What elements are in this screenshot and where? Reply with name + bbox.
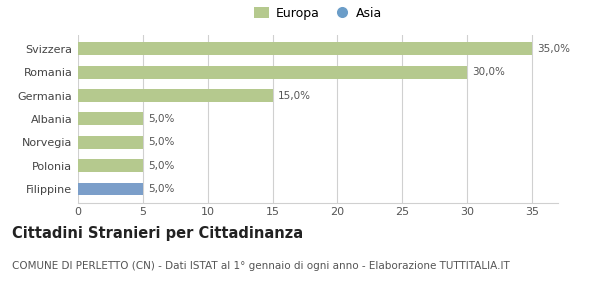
Bar — [78, 159, 143, 172]
Bar — [78, 66, 467, 79]
Bar — [78, 89, 272, 102]
Text: COMUNE DI PERLETTO (CN) - Dati ISTAT al 1° gennaio di ogni anno - Elaborazione T: COMUNE DI PERLETTO (CN) - Dati ISTAT al … — [12, 261, 510, 271]
Text: 5,0%: 5,0% — [148, 161, 175, 171]
Legend: Europa, Asia: Europa, Asia — [249, 2, 387, 25]
Text: 15,0%: 15,0% — [278, 90, 311, 101]
Text: 35,0%: 35,0% — [537, 44, 570, 54]
Text: 5,0%: 5,0% — [148, 114, 175, 124]
Text: 30,0%: 30,0% — [472, 67, 505, 77]
Text: 5,0%: 5,0% — [148, 137, 175, 147]
Text: 5,0%: 5,0% — [148, 184, 175, 194]
Bar — [78, 42, 532, 55]
Bar — [78, 183, 143, 195]
Bar — [78, 136, 143, 149]
Bar — [78, 113, 143, 125]
Text: Cittadini Stranieri per Cittadinanza: Cittadini Stranieri per Cittadinanza — [12, 226, 303, 241]
